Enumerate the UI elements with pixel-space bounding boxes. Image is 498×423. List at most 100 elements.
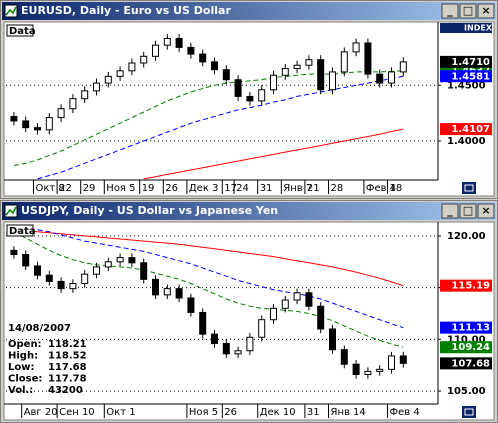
y-tick-label: 120.00 [447, 231, 486, 242]
info-value: 118.52 [48, 351, 87, 362]
candle-body [69, 98, 77, 110]
candle-body [140, 262, 148, 280]
window-button[interactable] [477, 203, 495, 219]
candle-body [329, 328, 336, 351]
candle-body [222, 69, 230, 81]
candle-body [152, 278, 159, 296]
x-tick-label: Янв 14 [331, 407, 366, 418]
x-tick-label: Сен 10 [59, 407, 95, 418]
candle-body [81, 273, 89, 284]
x-tick-label: Янв 7 [283, 183, 312, 194]
x-tick-label: 26 [224, 407, 237, 418]
candle-body [69, 282, 77, 290]
candle-body [305, 59, 313, 66]
window-title: EURUSD, Daily - Euro vs US Dollar [21, 4, 231, 17]
window-button-glyph[interactable]: × [481, 4, 490, 17]
candle-body [93, 82, 100, 92]
info-value: 117.78 [48, 374, 87, 385]
candle-body [22, 120, 30, 129]
chart-panel [3, 21, 495, 197]
panel-label: Data [9, 226, 36, 237]
title-bar [2, 202, 496, 220]
candle-body [211, 61, 218, 71]
y-tick-label: 105.00 [447, 386, 486, 397]
window-button[interactable] [441, 3, 459, 19]
price-tag-label: 1.4107 [451, 124, 490, 135]
moving-average-line [13, 225, 404, 329]
panel-label-box [6, 224, 34, 237]
candle-body [128, 257, 136, 264]
price-tag-label: 109.24 [451, 342, 490, 353]
x-tick-label: 19 [142, 183, 155, 194]
candle-body [317, 305, 325, 330]
price-tag-label: 111.13 [451, 323, 490, 334]
candle-body [329, 71, 336, 91]
window-button-glyph[interactable]: □ [463, 204, 473, 217]
candle-body [34, 265, 41, 276]
window-button[interactable] [441, 203, 459, 219]
candle-body [281, 299, 289, 309]
candle-body [388, 71, 395, 84]
candle-body [376, 73, 384, 84]
y-tick-label: 110.00 [447, 334, 486, 345]
window-button-glyph[interactable]: _ [447, 4, 453, 17]
moving-average-line [37, 75, 404, 180]
corner-button-glyph[interactable] [464, 408, 474, 416]
y-tick-label: 1.4000 [447, 136, 486, 147]
candle-body [152, 44, 159, 57]
window-button[interactable] [459, 3, 477, 19]
candle-body [388, 355, 395, 370]
corner-button[interactable] [462, 182, 476, 194]
x-tick-label: 26 [165, 183, 178, 194]
candle-body [57, 108, 65, 119]
x-tick-label: 17 [224, 183, 237, 194]
axis-label-box [440, 23, 492, 33]
candle-body [45, 274, 53, 282]
window-button[interactable] [459, 203, 477, 219]
candle-body [234, 350, 242, 355]
x-tick-label: 31 [307, 407, 320, 418]
candle-body [104, 261, 112, 268]
price-tag [440, 123, 492, 136]
candle-body [352, 42, 360, 53]
candle-body [211, 333, 218, 344]
candle-body [81, 90, 89, 100]
candle-body [376, 368, 384, 372]
info-value: 118.21 [48, 339, 87, 350]
info-label: Open: [8, 339, 42, 350]
x-tick-label: Дек 3 [189, 183, 219, 194]
candle-body [258, 89, 266, 102]
candle-body [352, 363, 360, 376]
x-tick-label: 28 [331, 183, 344, 194]
info-label: Low: [8, 362, 34, 373]
price-tag [440, 70, 492, 83]
candle-body [270, 307, 277, 321]
corner-button[interactable] [462, 406, 476, 418]
window-button-glyph[interactable]: □ [463, 4, 473, 17]
candle-body [163, 37, 171, 46]
corner-button-glyph[interactable] [464, 184, 474, 192]
candle-body [399, 355, 407, 364]
candle-body [116, 70, 124, 77]
window-button-glyph[interactable]: _ [447, 204, 453, 217]
x-tick-label: 29 [83, 183, 96, 194]
candle-body [199, 311, 207, 335]
title-bar [2, 2, 496, 20]
moving-average-line [13, 70, 404, 166]
candle-body [175, 37, 183, 48]
info-value: 117.68 [48, 362, 87, 373]
candle-body [317, 59, 325, 91]
window-title: USDJPY, Daily - US Dollar vs Japanese Ye… [21, 204, 278, 217]
candle-body [34, 127, 41, 131]
candle-body [22, 254, 30, 267]
window-button[interactable] [477, 3, 495, 19]
candle-body [163, 288, 171, 296]
candle-body [340, 51, 348, 73]
candle-body [270, 74, 277, 91]
y-tick-label: 1.4500 [447, 80, 486, 91]
window-button-glyph[interactable]: × [481, 204, 490, 217]
x-tick-label: Фев 4 [390, 407, 420, 418]
info-label: Close: [8, 374, 42, 385]
candle-body [293, 64, 301, 70]
